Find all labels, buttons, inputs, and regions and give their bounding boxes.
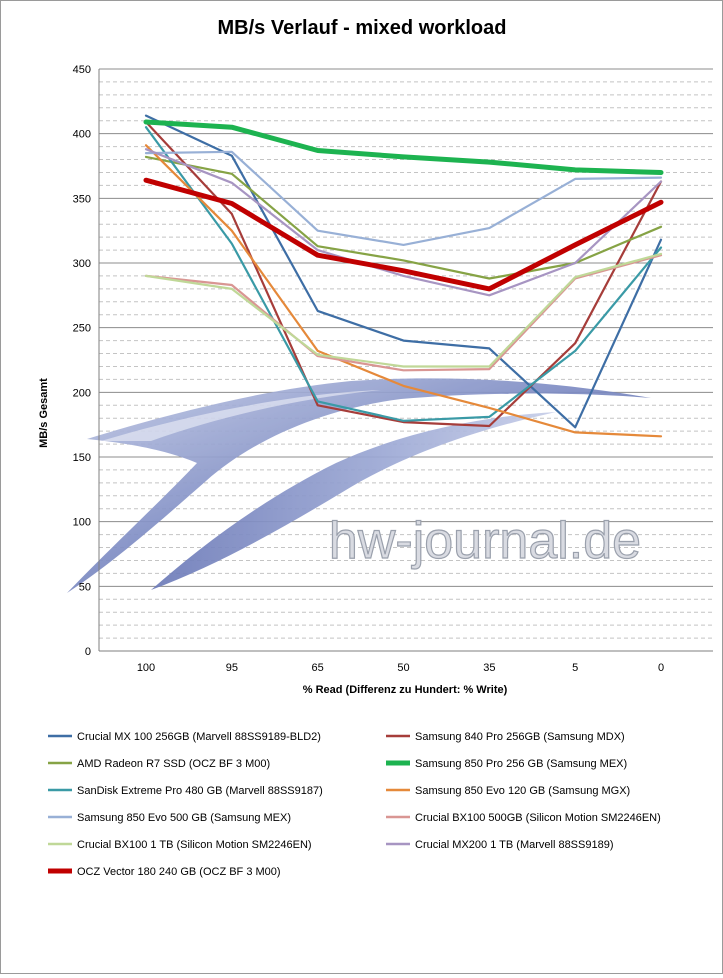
- y-tick-label: 200: [73, 387, 91, 399]
- x-tick-label: 65: [312, 662, 324, 674]
- y-tick-label: 150: [73, 452, 91, 464]
- x-tick-label: 50: [397, 662, 409, 674]
- series-line: [143, 119, 664, 175]
- legend-label: OCZ Vector 180 240 GB (OCZ BF 3 M00): [77, 866, 281, 878]
- axes: [98, 69, 713, 652]
- y-tick-label: 250: [73, 323, 91, 335]
- chart-title: MB/s Verlauf - mixed workload: [218, 17, 507, 39]
- y-tick-label: 0: [85, 646, 91, 658]
- legend-label: Crucial MX 100 256GB (Marvell 88SS9189-B…: [77, 731, 321, 743]
- legend-label: Samsung 850 Pro 256 GB (Samsung MEX): [415, 758, 627, 770]
- series-line: [144, 126, 663, 422]
- legend-label: SanDisk Extreme Pro 480 GB (Marvell 88SS…: [77, 785, 323, 797]
- y-tick-label: 50: [79, 581, 91, 593]
- y-tick-label: 400: [73, 129, 91, 141]
- x-tick-label: 100: [137, 662, 155, 674]
- series-line: [144, 155, 663, 280]
- series-line: [144, 144, 663, 438]
- series-line: [144, 148, 663, 297]
- x-axis-label: % Read (Differenz zu Hundert: % Write): [303, 684, 508, 696]
- legend: Crucial MX 100 256GB (Marvell 88SS9189-B…: [48, 731, 661, 878]
- series-line: [144, 120, 663, 428]
- legend-label: Samsung 850 Evo 500 GB (Samsung MEX): [77, 812, 291, 824]
- series-line: [144, 114, 663, 429]
- legend-label: Crucial MX200 1 TB (Marvell 88SS9189): [415, 839, 614, 851]
- legend-label: Samsung 850 Evo 120 GB (Samsung MGX): [415, 785, 630, 797]
- watermark-text: hw-journal.de: [329, 512, 641, 570]
- series-line: [144, 252, 663, 368]
- y-tick-label: 300: [73, 258, 91, 270]
- x-tick-label: 5: [572, 662, 578, 674]
- watermark-swoosh: [67, 378, 651, 593]
- x-tick-label: 95: [226, 662, 238, 674]
- series-line: [144, 150, 663, 246]
- legend-label: Crucial BX100 1 TB (Silicon Motion SM224…: [77, 839, 312, 851]
- y-tick-label: 100: [73, 517, 91, 529]
- y-tick-label: 450: [73, 64, 91, 76]
- legend-label: AMD Radeon R7 SSD (OCZ BF 3 M00): [77, 758, 270, 770]
- y-axis-label: MB/s Gesamt: [38, 378, 50, 448]
- legend-label: Crucial BX100 500GB (Silicon Motion SM22…: [415, 812, 661, 824]
- x-tick-label: 35: [483, 662, 495, 674]
- x-tick-label: 0: [658, 662, 664, 674]
- y-tick-label: 350: [73, 193, 91, 205]
- series-lines: [143, 114, 664, 438]
- gridlines: [99, 68, 713, 639]
- series-line: [143, 177, 664, 292]
- legend-label: Samsung 840 Pro 256GB (Samsung MDX): [415, 731, 625, 743]
